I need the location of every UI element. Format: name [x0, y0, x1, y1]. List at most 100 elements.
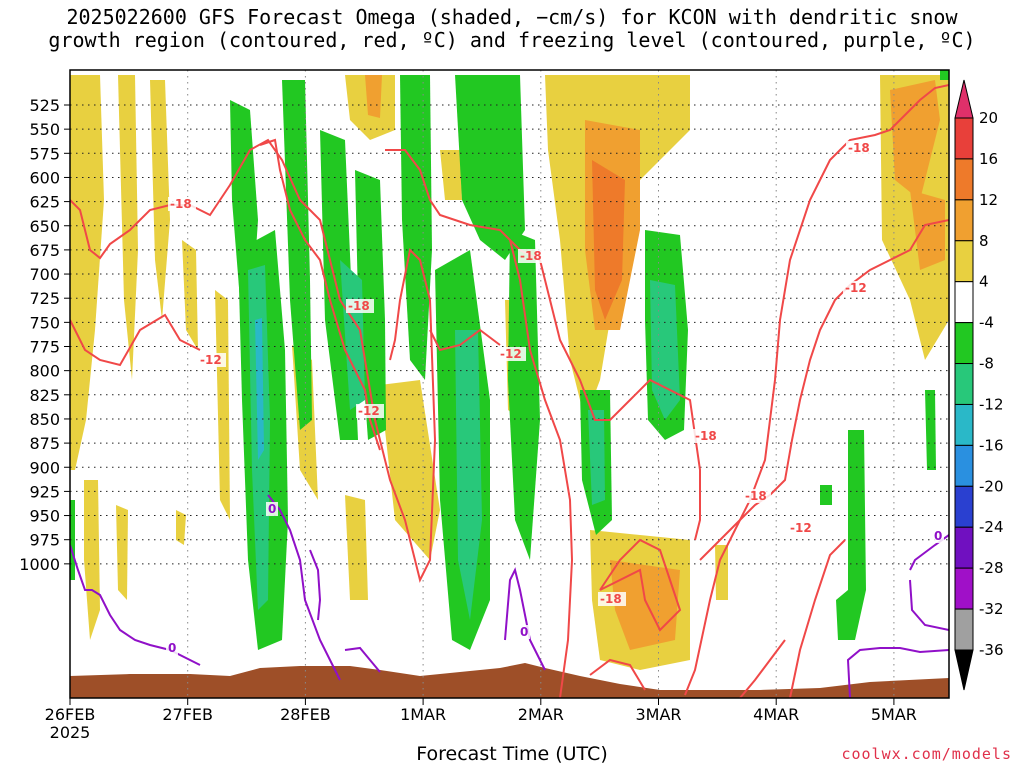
dendritic-contour — [429, 328, 501, 352]
contour-label-bg — [198, 353, 226, 367]
dendritic-contour — [789, 539, 846, 698]
terrain-shape — [70, 663, 949, 698]
contour-label: 0 — [268, 502, 276, 516]
omega-region-4 — [116, 505, 128, 600]
colorbar-box — [954, 444, 974, 487]
contour-label-bg — [518, 625, 530, 639]
omega-region-43 — [820, 485, 832, 505]
y-tick-label: 850 — [29, 410, 60, 429]
freezing-contour — [504, 567, 546, 671]
x-tick-label: 27FEB — [162, 705, 213, 724]
omega-region-1 — [118, 75, 138, 380]
x-tick-label: 1MAR — [400, 705, 446, 724]
omega-region-35 — [455, 330, 482, 620]
omega-region-42 — [836, 430, 866, 640]
y-tick-label: 625 — [29, 193, 60, 212]
colorbar-label: 8 — [979, 232, 989, 250]
colorbar-label: -32 — [979, 600, 1004, 618]
colorbar-label: -8 — [979, 355, 994, 373]
freezing-contour — [344, 646, 381, 673]
credit-link[interactable]: coolwx.com/models — [841, 745, 1012, 763]
omega-region-7 — [215, 290, 230, 520]
omega-region-39 — [588, 410, 605, 505]
omega-region-32 — [340, 260, 365, 410]
omega-region-23 — [440, 150, 462, 200]
omega-region-20 — [715, 545, 728, 600]
y-axis: 525 550 575 600 625 650 675 700 725 750 775 800 825 8… — [19, 96, 70, 574]
contour-label-bg — [346, 299, 374, 313]
colorbar: 20 16 12 8 4 -4 -8 -12 -16 -20 -24 -28 -32 -36 — [954, 79, 1004, 691]
omega-region-44 — [925, 390, 936, 470]
dendritic-contour — [259, 138, 381, 451]
omega-region-6 — [176, 510, 186, 545]
dendritic-contour — [509, 239, 574, 698]
y-tick-label: 650 — [29, 217, 60, 236]
y-tick-label: 775 — [29, 338, 60, 357]
dendritic-contour — [699, 219, 949, 561]
omega-region-10 — [345, 495, 368, 600]
omega-region-33 — [400, 75, 432, 380]
terrain-fill — [70, 663, 949, 698]
contour-label: -12 — [845, 281, 867, 295]
omega-region-0 — [70, 75, 104, 470]
freezing-contour — [309, 549, 322, 621]
x-tick-label: 4MAR — [753, 705, 799, 724]
contour-label: -18 — [170, 197, 192, 211]
contour-label-bg — [932, 529, 944, 543]
y-tick-label: 825 — [29, 386, 60, 405]
contour-label: -12 — [200, 353, 222, 367]
y-tick-label: 600 — [29, 168, 60, 187]
omega-region-3 — [84, 480, 100, 640]
omega-region-24 — [665, 75, 690, 120]
omega-region-45 — [70, 500, 75, 580]
colorbar-box — [954, 526, 974, 569]
contour-label: -18 — [695, 429, 717, 443]
colorbar-bottom-arrow — [954, 649, 974, 691]
y-tick-label: 900 — [29, 458, 60, 477]
y-tick-label: 975 — [29, 531, 60, 550]
colorbar-box — [954, 322, 974, 365]
y-tick-label: 925 — [29, 482, 60, 501]
contour-label: -18 — [520, 249, 542, 263]
contour-label-bg — [498, 347, 526, 361]
colorbar-box — [954, 485, 974, 528]
omega-region-14 — [592, 160, 625, 320]
contour-label: -12 — [500, 347, 522, 361]
contour-label-bg — [598, 592, 626, 606]
title-line-1: 2025022600 GFS Forecast Omega (shaded, −… — [66, 5, 958, 29]
colorbar-label: -36 — [979, 641, 1004, 659]
contour-label-bg — [518, 249, 546, 263]
y-tick-label: 550 — [29, 120, 60, 139]
contour-label: -12 — [790, 521, 812, 535]
dendritic-contour — [739, 639, 786, 698]
omega-region-5 — [182, 240, 198, 350]
contour-label: -18 — [745, 489, 767, 503]
contour-label-bg — [266, 502, 278, 516]
plot-frame — [69, 69, 950, 699]
colorbar-label: -4 — [979, 314, 994, 332]
y-tick-label: 700 — [29, 265, 60, 284]
colorbar-box — [954, 363, 974, 405]
colorbar-box — [954, 567, 974, 610]
x-tick-label: 26FEB — [45, 705, 96, 724]
contour-label-bg — [693, 429, 721, 443]
y-tick-label: 875 — [29, 434, 60, 453]
x-tick-label: 28FEB — [280, 705, 331, 724]
colorbar-box — [954, 608, 974, 651]
grid-lines — [70, 70, 949, 698]
colorbar-label: -16 — [979, 436, 1004, 454]
contour-label-bg — [168, 197, 196, 211]
omega-region-9 — [380, 380, 440, 560]
colorbar-box — [954, 240, 974, 283]
colorbar-box — [954, 281, 974, 324]
dendritic-contour — [684, 84, 949, 696]
dendritic-contour — [589, 658, 646, 691]
y-tick-label: 1000 — [19, 555, 60, 574]
x-tick-label: 3MAR — [635, 705, 681, 724]
contour-label: 0 — [168, 641, 176, 655]
omega-region-36 — [455, 75, 525, 260]
omega-region-19 — [910, 190, 945, 270]
contour-label: 0 — [520, 625, 528, 639]
colorbar-label: -12 — [979, 395, 1004, 413]
